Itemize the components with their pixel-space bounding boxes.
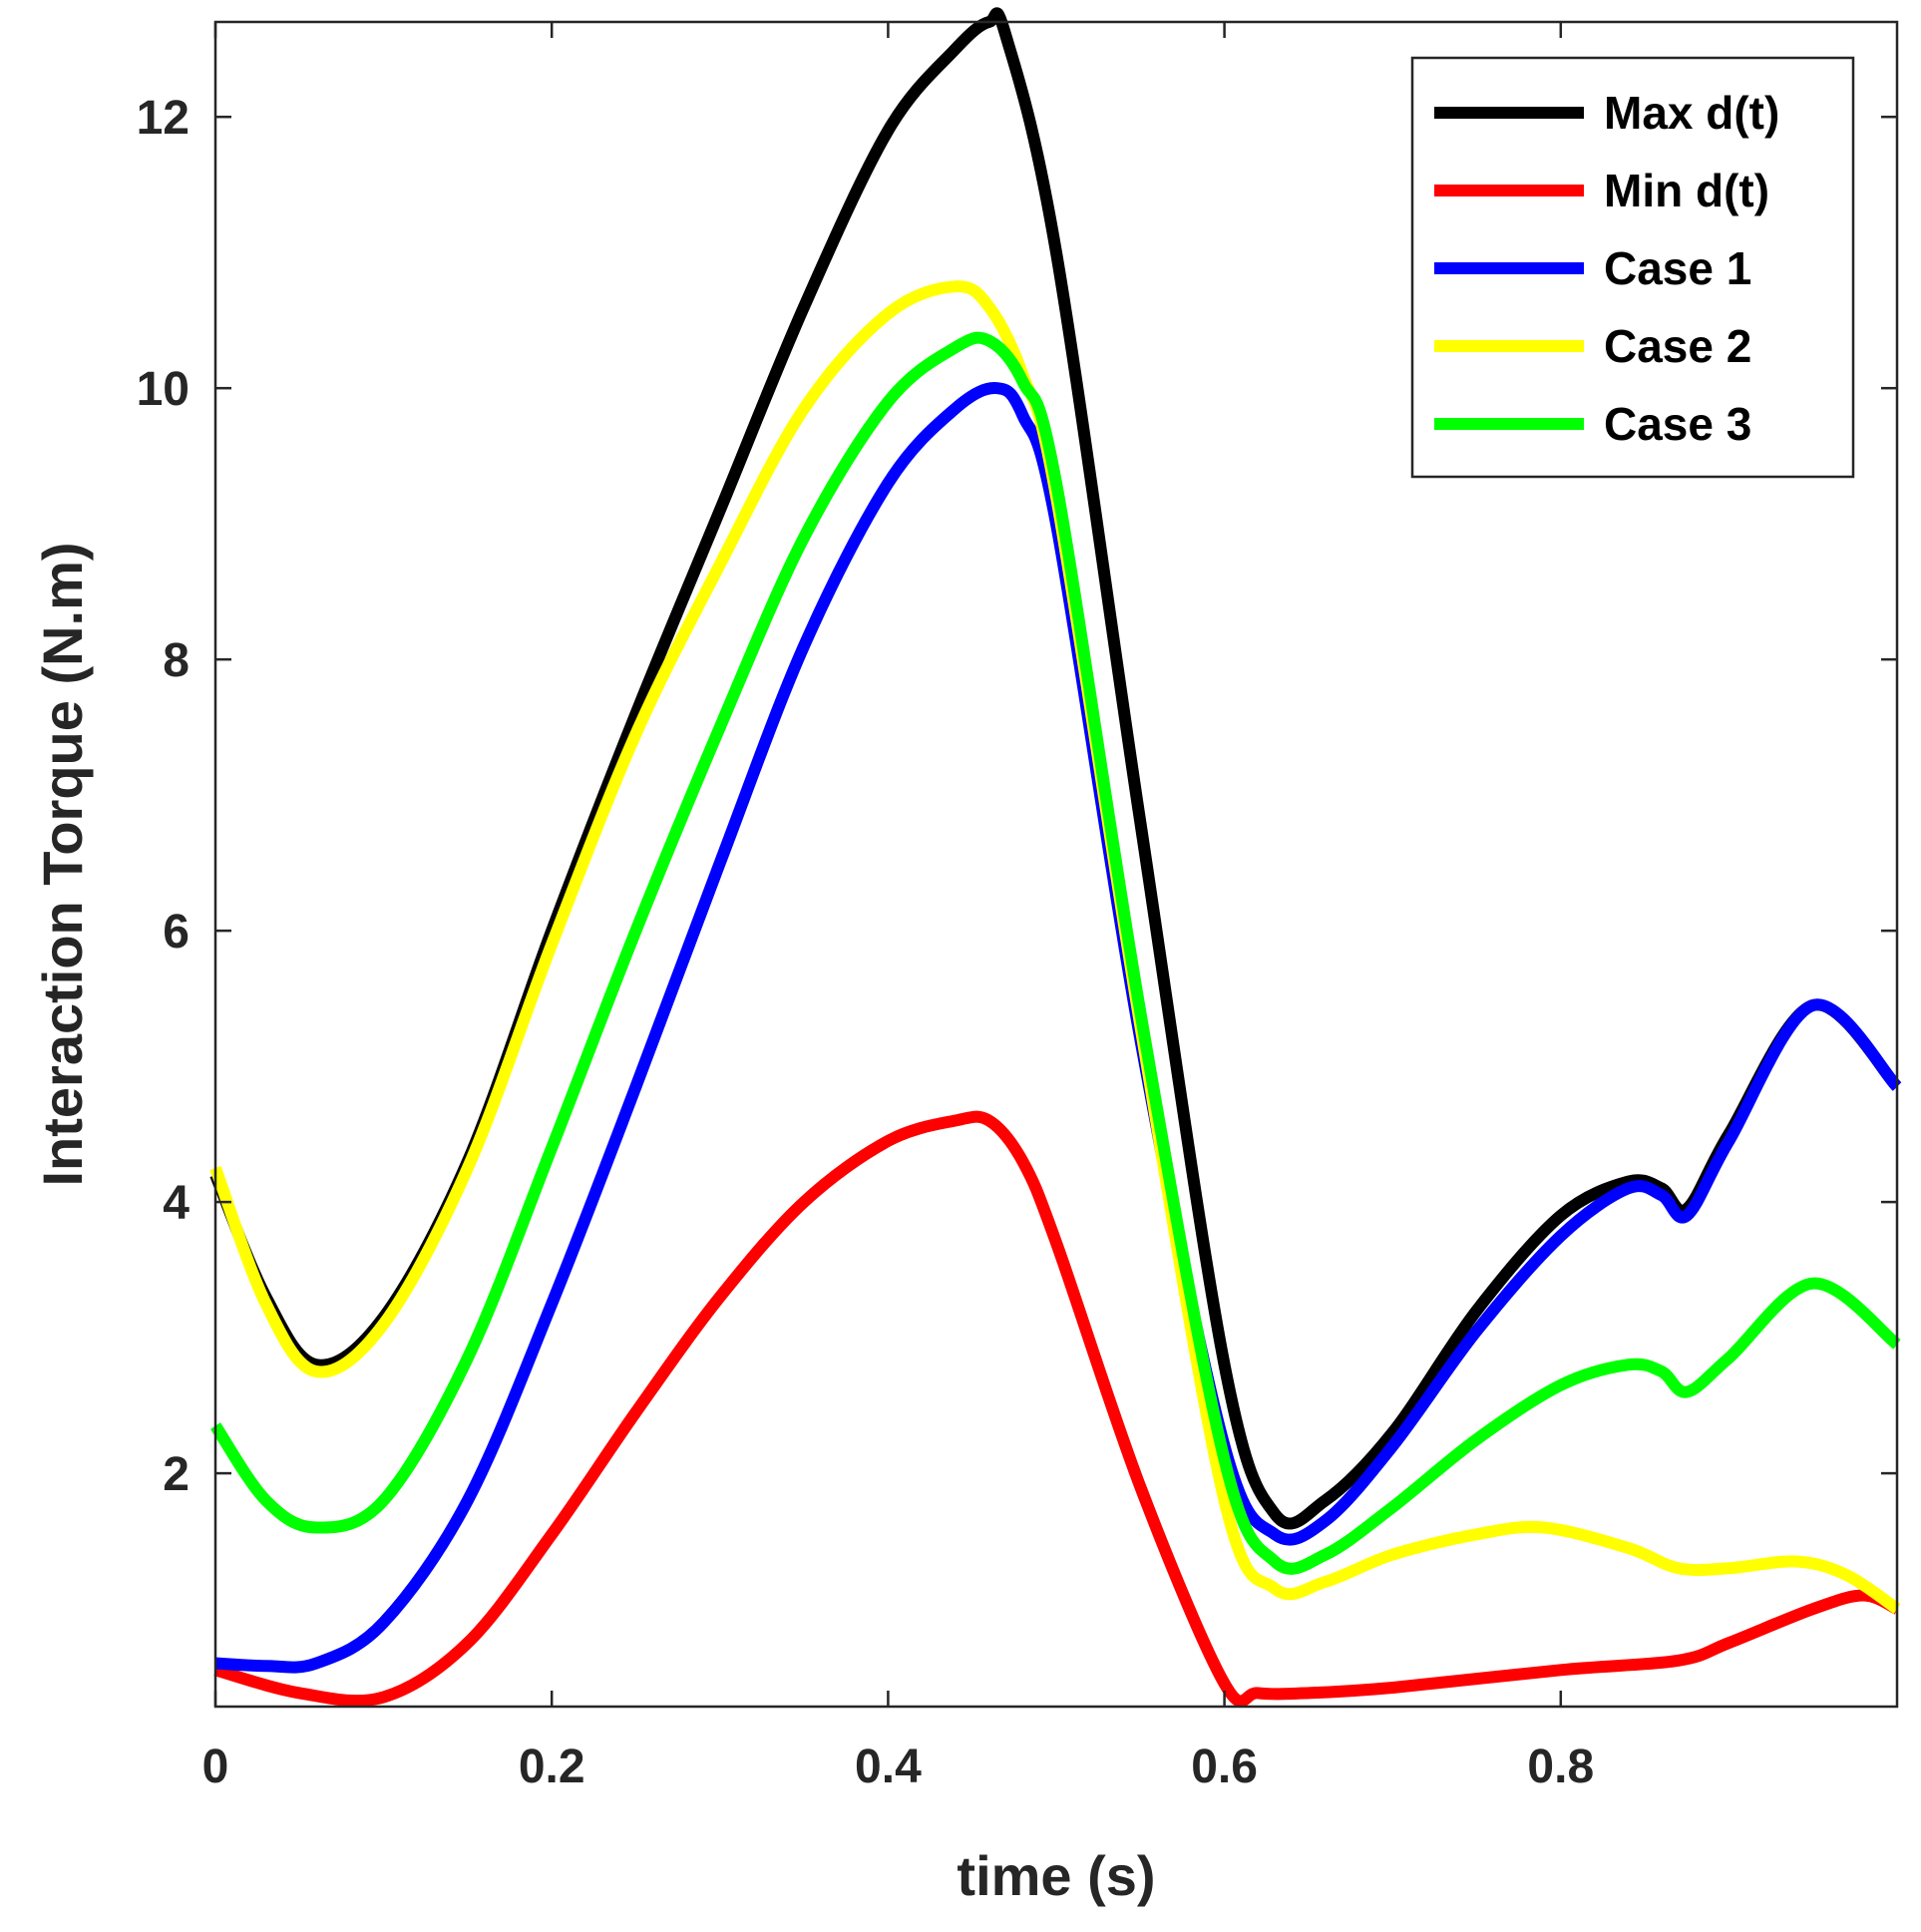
series-line-case-3 <box>209 331 1901 1575</box>
x-axis-title: time (s) <box>957 1844 1155 1907</box>
y-tick-label: 4 <box>163 1177 190 1230</box>
y-tick-label: 2 <box>163 1448 190 1501</box>
legend: Max d(t) Min d(t) Case 1 Case 2 Case 3 <box>1410 56 1855 479</box>
x-tick-label: 0.6 <box>1191 1740 1258 1793</box>
x-tick-label: 0 <box>202 1740 229 1793</box>
y-tick-label: 10 <box>137 363 190 416</box>
y-tick-label: 12 <box>137 92 190 145</box>
plot-area-frame <box>213 20 1899 1709</box>
legend-label-max-d-t: Max d(t) <box>1604 87 1779 139</box>
y-tick-label: 6 <box>163 906 190 959</box>
legend-label-case-1: Case 1 <box>1604 242 1751 294</box>
y-axis-title: Interaction Torque (N.m) <box>31 542 94 1186</box>
legend-label-min-d-t: Min d(t) <box>1604 165 1769 216</box>
series-line-min-d-t <box>213 1110 1900 1708</box>
x-tick-label: 0.4 <box>855 1740 922 1793</box>
x-tick-label: 0.8 <box>1527 1740 1594 1793</box>
tick-layer: 0 0.2 0.4 0.6 0.8 2 4 6 8 10 12 <box>137 22 1897 1793</box>
series-layer <box>209 7 1902 1708</box>
legend-label-case-3: Case 3 <box>1604 398 1751 450</box>
legend-label-case-2: Case 2 <box>1604 320 1751 372</box>
x-tick-label: 0.2 <box>519 1740 585 1793</box>
y-tick-label: 8 <box>163 634 190 687</box>
